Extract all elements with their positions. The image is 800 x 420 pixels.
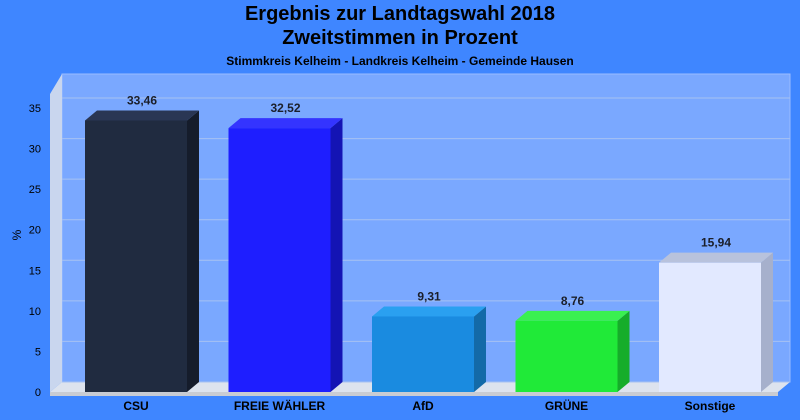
bar-side [474, 306, 486, 392]
y-tick-label: 20 [29, 225, 41, 237]
bar [85, 120, 187, 392]
y-tick-label: 10 [29, 306, 41, 318]
bar-side [187, 110, 199, 392]
bar [659, 262, 761, 392]
bar-value-label: 15,94 [701, 236, 731, 250]
y-axis-label: % [10, 229, 24, 240]
y-axis-ticks: 0 5 10 15 20 25 30 35 [29, 103, 41, 399]
bar-value-label: 33,46 [127, 93, 157, 107]
bar-top [85, 110, 199, 121]
chart-title-line-2: Zweitstimmen in Prozent [282, 27, 518, 49]
y-tick-label: 5 [35, 346, 41, 358]
bar-value-label: 8,76 [561, 294, 585, 308]
bar-top [372, 306, 486, 317]
bar-side [330, 118, 343, 393]
bar-top [659, 252, 773, 263]
x-category-label: CSU [123, 399, 148, 413]
bar-value-label: 9,31 [417, 289, 441, 303]
y-tick-label: 35 [29, 103, 41, 115]
bar-top [228, 118, 343, 129]
x-category-label: AfD [412, 399, 434, 413]
bar [515, 320, 618, 392]
y-tick-label: 30 [29, 144, 41, 156]
y-tick-label: 15 [29, 265, 41, 277]
x-axis-categories: CSU FREIE WÄHLER AfD GRÜNE Sonstige [123, 398, 735, 413]
y-tick-label: 0 [35, 387, 41, 399]
x-category-label: GRÜNE [545, 398, 588, 413]
x-category-label: FREIE WÄHLER [234, 398, 326, 413]
plot-side-wall [50, 74, 62, 392]
bar-value-label: 32,52 [270, 101, 300, 115]
chart-title: Ergebnis zur Landtagswahl 2018 [244, 3, 556, 25]
bar [372, 316, 474, 392]
bars: 33,46 32,52 9,31 8,76 15,94 [85, 93, 773, 393]
chart-subtitle: Stimmkreis Kelheim - Landkreis Kelheim -… [226, 54, 574, 68]
x-category-label: Sonstige [685, 399, 736, 413]
bar-side [617, 310, 630, 392]
bar [228, 128, 331, 393]
plot-floor-edge [50, 392, 778, 396]
bar-side [761, 252, 773, 392]
bar-top [515, 310, 630, 321]
y-tick-label: 25 [29, 184, 41, 196]
